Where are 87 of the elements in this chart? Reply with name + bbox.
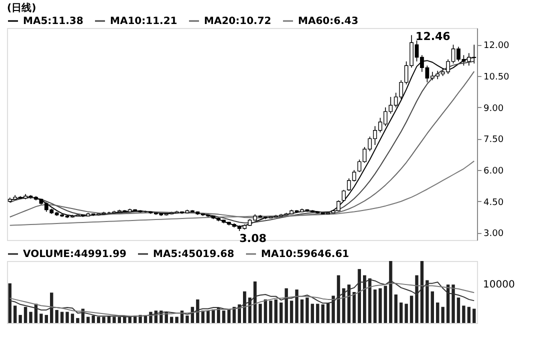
y-tick-label: 9.00 — [484, 104, 504, 114]
y-tick-label: 12.00 — [484, 41, 510, 52]
bar — [29, 312, 32, 323]
bar — [436, 302, 440, 323]
bar — [128, 316, 132, 323]
bar — [456, 298, 460, 323]
y-tick-label: 10.50 — [484, 72, 510, 83]
bar — [410, 296, 414, 323]
bar — [400, 302, 403, 323]
legend-label: MA5:11.38 — [23, 16, 84, 27]
bar — [112, 316, 116, 323]
bar — [316, 304, 320, 323]
bar — [212, 309, 215, 323]
bar — [70, 314, 74, 323]
bar — [415, 275, 418, 323]
bar — [258, 304, 262, 323]
bar — [310, 304, 314, 323]
legend-label: VOLUME:44991.99 — [23, 249, 127, 260]
bar — [441, 306, 444, 323]
bar — [420, 261, 424, 323]
bar — [118, 316, 122, 323]
bar — [248, 298, 252, 323]
bar — [368, 278, 372, 323]
bar — [55, 310, 58, 323]
bar — [222, 310, 226, 323]
bar — [378, 288, 382, 323]
bar — [18, 314, 22, 323]
bar — [352, 292, 356, 323]
bar — [186, 316, 189, 323]
legend-label: MA10:59646.61 — [261, 249, 350, 260]
bar — [452, 284, 455, 323]
chart-title: (日线) — [7, 2, 36, 14]
y-tick-label: 4.50 — [484, 198, 504, 208]
bar — [426, 280, 429, 323]
bar — [358, 269, 361, 323]
bar — [170, 316, 174, 323]
bar — [280, 302, 283, 323]
bar — [102, 316, 106, 323]
bar — [332, 296, 335, 323]
bar — [472, 308, 476, 323]
bar — [227, 309, 231, 323]
legend-label: MA20:10.72 — [204, 16, 272, 27]
annotation: 3.08 — [239, 232, 267, 246]
bar — [66, 312, 69, 323]
bar — [389, 261, 392, 323]
bar — [306, 298, 309, 323]
bar — [394, 294, 398, 323]
bar — [342, 288, 346, 323]
legend-label: MA5:45019.68 — [153, 249, 234, 260]
bar — [13, 306, 17, 323]
bar — [40, 314, 43, 323]
bar — [290, 300, 294, 323]
y-tick-label: 7.50 — [484, 135, 504, 146]
line-series — [9, 160, 475, 226]
legend-label: MA60:6.43 — [298, 16, 358, 27]
bar — [300, 299, 304, 323]
bar — [107, 316, 111, 323]
candlestick — [342, 189, 346, 202]
bar — [232, 306, 236, 323]
y-tick-label: 3.00 — [484, 229, 504, 240]
bar — [92, 316, 95, 323]
annotation: 12.46 — [416, 30, 451, 44]
bar — [206, 310, 210, 323]
text: 10000 — [483, 280, 515, 291]
bar — [321, 304, 324, 323]
bar — [196, 299, 200, 323]
bar — [295, 290, 298, 323]
bar — [86, 316, 90, 323]
bar — [76, 318, 80, 323]
bar — [175, 316, 178, 323]
bar — [384, 286, 388, 323]
bar — [8, 283, 12, 323]
bar — [96, 316, 100, 323]
bar — [430, 291, 434, 323]
bar — [373, 290, 377, 323]
bar — [326, 303, 330, 323]
bar — [24, 306, 28, 323]
y-tick-label: 6.00 — [484, 166, 504, 177]
bar — [467, 306, 471, 323]
bar — [269, 300, 272, 323]
bar — [462, 306, 466, 323]
bar — [274, 299, 278, 323]
bar — [284, 288, 288, 323]
bar — [60, 312, 64, 323]
bar — [404, 304, 408, 323]
legend-label: MA10:11.21 — [110, 16, 178, 27]
bar — [44, 314, 48, 323]
